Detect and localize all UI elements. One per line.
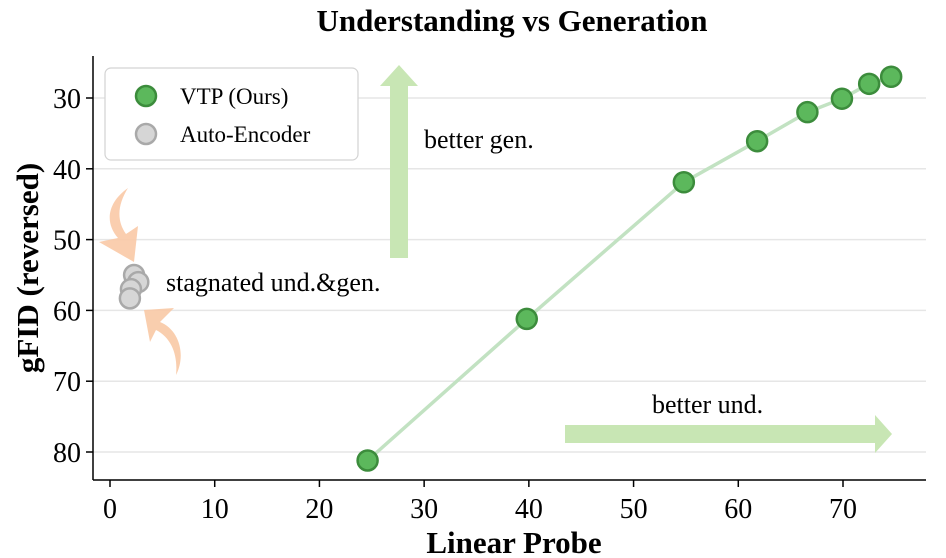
- chart-title: Understanding vs Generation: [317, 3, 708, 38]
- vtp-point-6: [857, 72, 881, 96]
- x-axis-label: Linear Probe: [426, 525, 601, 558]
- vtp-point-0: [356, 449, 379, 472]
- vtp-point-7: [879, 65, 903, 89]
- legend-label-auto-encoder: Auto-Encoder: [180, 122, 311, 147]
- legend: VTP (Ours) Auto-Encoder: [104, 67, 359, 161]
- legend-marker-auto-encoder: [134, 122, 158, 146]
- x-tick-label-30: 30: [410, 494, 438, 525]
- better-und-arrow: [565, 415, 892, 453]
- x-tick-label-40: 40: [515, 494, 543, 525]
- vtp-point-5: [830, 87, 854, 110]
- auto-encoder-point-3: [118, 287, 142, 310]
- legend-box: [104, 67, 359, 161]
- y-tick-label-50: 50: [53, 226, 81, 257]
- x-ticks: 0 10 20 30 40 50 60 70: [103, 480, 857, 525]
- x-tick-label-20: 20: [305, 494, 333, 525]
- annotation-better-und: better und.: [652, 390, 763, 419]
- gridlines: [93, 97, 926, 453]
- annotation-better-gen: better gen.: [424, 125, 534, 154]
- x-tick-label-10: 10: [201, 494, 229, 525]
- y-ticks: 30 40 50 60 70 80: [53, 84, 93, 469]
- vtp-point-4: [796, 100, 819, 124]
- legend-label-vtp: VTP (Ours): [180, 84, 288, 109]
- y-tick-label-80: 80: [53, 438, 81, 469]
- better-gen-arrow: [380, 65, 418, 258]
- y-axis-label: gFID (reversed): [10, 163, 45, 373]
- y-tick-label-70: 70: [53, 367, 81, 398]
- vtp-point-3: [745, 129, 769, 153]
- y-tick-label-40: 40: [53, 155, 81, 186]
- data-points: [118, 65, 903, 472]
- y-tick-label-30: 30: [53, 84, 81, 115]
- vtp-point-1: [515, 307, 539, 331]
- x-tick-label-50: 50: [620, 494, 648, 525]
- annotation-stagnated: stagnated und.&gen.: [166, 268, 380, 297]
- x-tick-label-60: 60: [724, 494, 752, 525]
- x-tick-label-0: 0: [103, 494, 117, 525]
- y-tick-label-60: 60: [53, 296, 81, 327]
- vtp-point-2: [672, 171, 696, 194]
- legend-marker-vtp: [134, 84, 158, 108]
- x-tick-label-70: 70: [829, 494, 857, 525]
- stagnated-arrows: [99, 188, 181, 375]
